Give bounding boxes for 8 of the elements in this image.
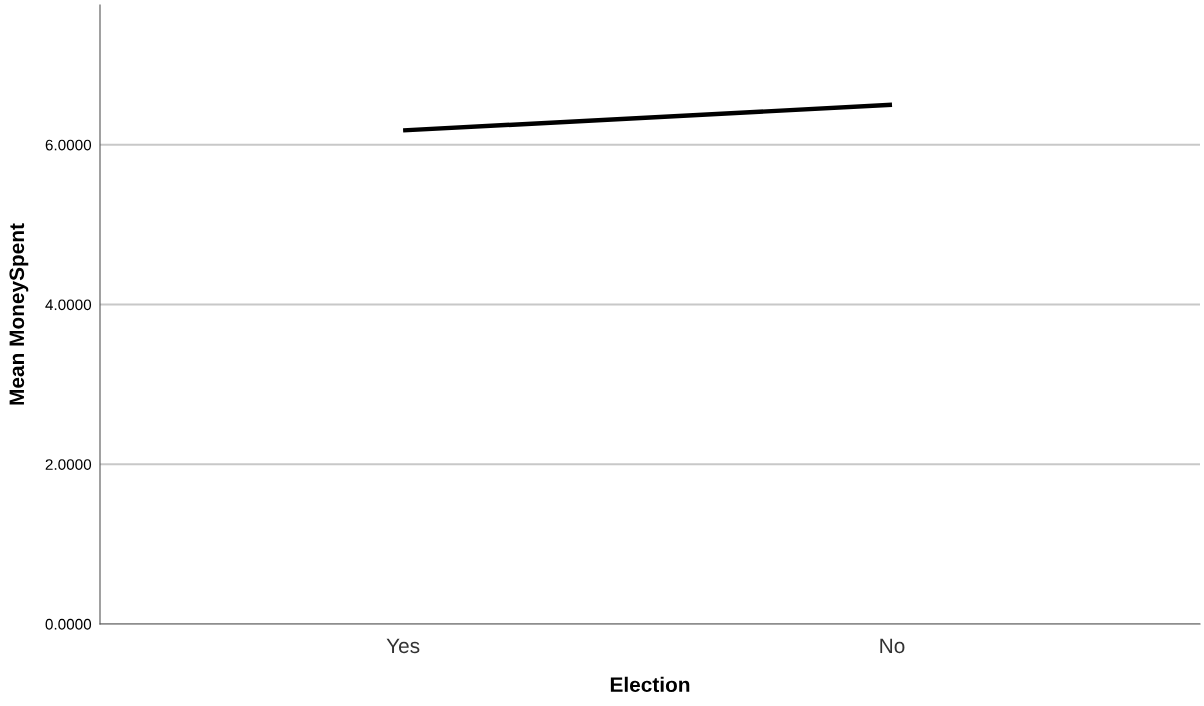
- x-axis-title: Election: [610, 676, 690, 693]
- y-tick-label: 0.0000: [45, 618, 92, 630]
- y-tick-label: 6.0000: [45, 139, 92, 151]
- y-tick-label: 2.0000: [45, 459, 92, 470]
- y-axis-title: Mean MoneySpent: [9, 223, 29, 405]
- y-tick-label: 4.0000: [45, 299, 92, 311]
- x-tick-label: No: [880, 638, 905, 654]
- x-tick-label: Yes: [386, 638, 420, 654]
